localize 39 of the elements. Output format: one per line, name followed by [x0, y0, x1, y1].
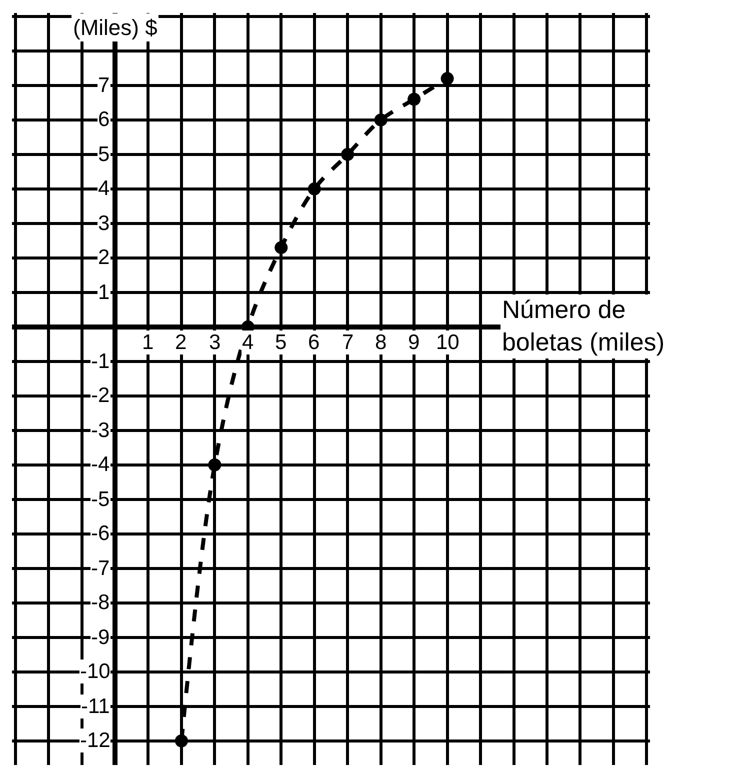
- y-axis-title: (Miles) $: [73, 15, 158, 40]
- point: [341, 148, 354, 161]
- y-tick-label: -8: [91, 591, 110, 614]
- y-tick-label: 7: [98, 74, 110, 97]
- y-tick-label: 2: [98, 246, 110, 269]
- x-tick-label: 2: [175, 331, 187, 354]
- y-tick-label: 6: [98, 108, 110, 131]
- y-tick-label: -10: [80, 660, 110, 683]
- x-tick-label: 6: [308, 331, 320, 354]
- point: [208, 458, 222, 472]
- x-tick-label: 8: [375, 331, 387, 354]
- point: [274, 241, 288, 254]
- y-tick-label: -7: [91, 557, 110, 580]
- y-tick-label: -12: [80, 729, 110, 752]
- y-tick-label: -11: [81, 695, 110, 718]
- y-tick-label: 3: [98, 212, 110, 235]
- y-tick-label: -4: [91, 453, 110, 476]
- point: [374, 113, 388, 126]
- y-tick-label: 1: [98, 281, 110, 304]
- x-tick-label: 7: [342, 331, 354, 354]
- point: [308, 182, 321, 196]
- point: [408, 92, 421, 106]
- y-tick-label: -2: [91, 384, 110, 407]
- x-tick-label: 9: [408, 331, 420, 354]
- y-tick-label: -5: [91, 488, 110, 511]
- point: [174, 734, 188, 748]
- y-tick-label: -1: [91, 350, 110, 373]
- y-tick-label: 5: [98, 143, 110, 166]
- y-tick-label: 4: [98, 177, 110, 200]
- x-tick-label: 1: [142, 331, 154, 354]
- x-tick-label: 10: [436, 331, 460, 354]
- y-tick-label: -6: [91, 522, 110, 545]
- x-tick-label: 5: [275, 331, 287, 354]
- y-tick-label: -3: [91, 419, 110, 442]
- x-axis-title: Número de boletas (miles): [502, 296, 665, 356]
- x-tick-label: 4: [242, 331, 254, 354]
- point: [440, 72, 454, 86]
- x-tick-label: 3: [209, 331, 221, 354]
- y-tick-label: -9: [91, 626, 110, 649]
